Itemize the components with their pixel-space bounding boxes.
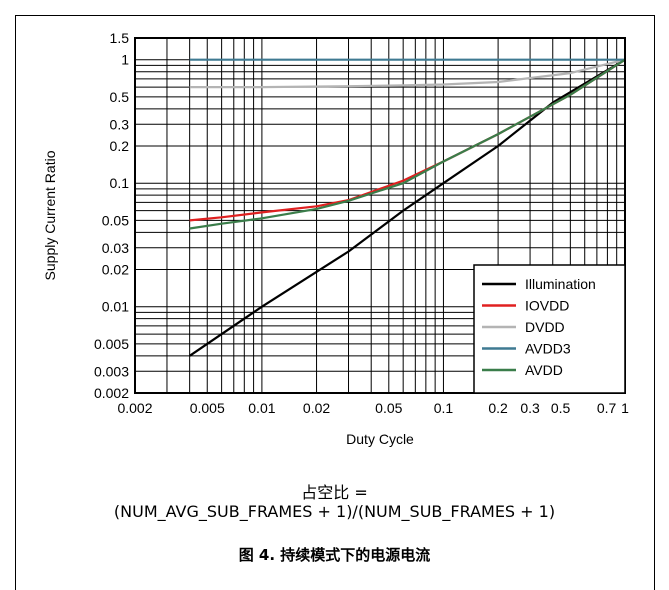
y-tick-label: 1	[121, 52, 129, 68]
legend-label-avdd3: AVDD3	[525, 341, 571, 357]
series-line-dvdd	[189, 58, 626, 89]
x-tick-label: 0.005	[190, 400, 225, 416]
supply-current-chart: 0.002 0.005 0.01 0.02 0.05 0.1 0.2 0.3 0.5 0.7 1 0…	[42, 30, 629, 447]
x-tick-labels: 0.002 0.005 0.01 0.02 0.05 0.1 0.2 0.3 0.5 0.7 1	[117, 400, 629, 416]
series-line-avdd	[189, 58, 626, 230]
y-axis-label: Supply Current Ratio	[42, 150, 58, 280]
x-tick-label: 0.05	[375, 400, 402, 416]
x-tick-label: 0.3	[520, 400, 540, 416]
figure-frame	[15, 15, 655, 590]
x-tick-label: 0.02	[303, 400, 330, 416]
x-tick-label: 0.01	[248, 400, 275, 416]
x-tick-label: 0.002	[117, 400, 152, 416]
legend-label-dvdd: DVDD	[525, 319, 565, 335]
y-tick-label: 0.5	[110, 89, 130, 105]
legend-label-iovdd: IOVDD	[525, 298, 569, 314]
x-tick-label: 0.5	[551, 400, 571, 416]
y-tick-label: 0.02	[102, 262, 129, 278]
formula-line-2: (NUM_AVG_SUB_FRAMES + 1)/(NUM_SUB_FRAMES…	[113, 502, 556, 521]
y-tick-labels: 0.002 0.003 0.005 0.01 0.02 0.03 0.05 0.1 0.2 0.3…	[94, 30, 129, 401]
y-tick-label: 0.3	[110, 116, 130, 132]
legend-box	[473, 264, 626, 394]
y-tick-label: 0.002	[94, 385, 129, 401]
legend: Illumination IOVDD DVDD AVDD3 AVDD	[473, 264, 626, 394]
plot-border	[134, 37, 626, 394]
x-tick-label: 1	[621, 400, 629, 416]
chart-series	[189, 58, 626, 357]
x-tick-label: 0.2	[488, 400, 508, 416]
x-tick-label: 0.1	[434, 400, 454, 416]
y-tick-label: 0.003	[94, 363, 129, 379]
y-tick-label: 0.2	[110, 138, 130, 154]
figure-caption: 图 4. 持续模式下的电源电流	[238, 546, 431, 564]
x-axis-label: Duty Cycle	[346, 431, 414, 447]
legend-label-avdd: AVDD	[525, 362, 563, 378]
formula-line-1: 占空比 =	[301, 483, 368, 502]
y-tick-label: 0.03	[102, 240, 129, 256]
y-tick-label: 0.01	[102, 299, 129, 315]
y-tick-label: 0.1	[110, 175, 130, 191]
y-tick-label: 0.05	[102, 212, 129, 228]
y-tick-label: 1.5	[110, 30, 130, 46]
x-tick-label: 0.7	[597, 400, 617, 416]
y-tick-label: 0.005	[94, 336, 129, 352]
legend-label-illumination: Illumination	[525, 276, 596, 292]
series-line-iovdd	[189, 58, 626, 222]
